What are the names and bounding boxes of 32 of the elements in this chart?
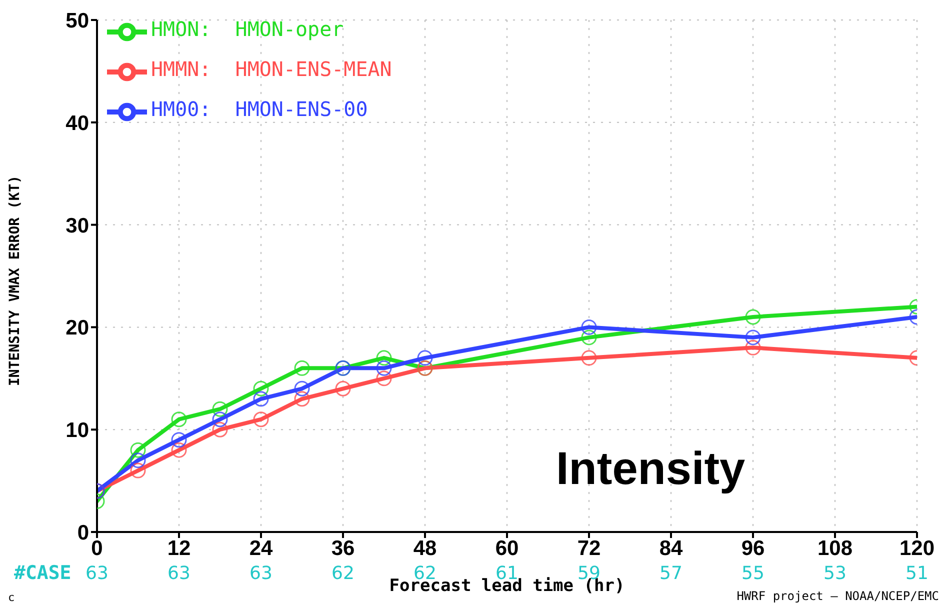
text: 63	[84, 563, 110, 584]
y-axis-title: INTENSITY VMAX ERROR (KT)	[6, 175, 23, 386]
y-tick-label: 20	[66, 316, 89, 340]
text: c	[8, 591, 15, 604]
text: 53	[822, 563, 848, 584]
text: 63	[166, 563, 192, 584]
x-tick-label: 84	[659, 536, 683, 560]
x-tick-label: 108	[817, 536, 853, 560]
x-tick-label: 120	[899, 536, 935, 560]
x-tick-label: 96	[741, 536, 765, 560]
y-tick-label: 10	[66, 419, 89, 442]
text: HWRF project — NOAA/NCEP/EMC	[736, 589, 939, 603]
legend-label: HMMN: HMON-ENS-MEAN	[151, 56, 392, 81]
annotation: Intensity	[556, 442, 746, 494]
text: #CASE	[14, 562, 72, 584]
legend-label: HMON: HMON-oper	[151, 16, 344, 41]
text: 63	[248, 563, 274, 584]
text: 55	[740, 563, 766, 584]
text: 57	[658, 563, 684, 584]
y-tick-label: 30	[66, 214, 89, 238]
y-tick-label: 50	[66, 9, 89, 32]
x-tick-label: 24	[249, 536, 273, 560]
y-tick-label: 0	[77, 521, 89, 544]
x-tick-label: 48	[413, 536, 437, 560]
text: 62	[330, 563, 356, 584]
x-tick-label: 60	[495, 536, 519, 560]
x-tick-label: 72	[577, 536, 601, 560]
x-tick-label: 12	[167, 536, 191, 560]
x-tick-label: 36	[331, 536, 355, 560]
legend-label: HM00: HMON-ENS-00	[151, 96, 368, 121]
y-tick-label: 40	[66, 112, 89, 135]
text: 51	[904, 563, 930, 584]
